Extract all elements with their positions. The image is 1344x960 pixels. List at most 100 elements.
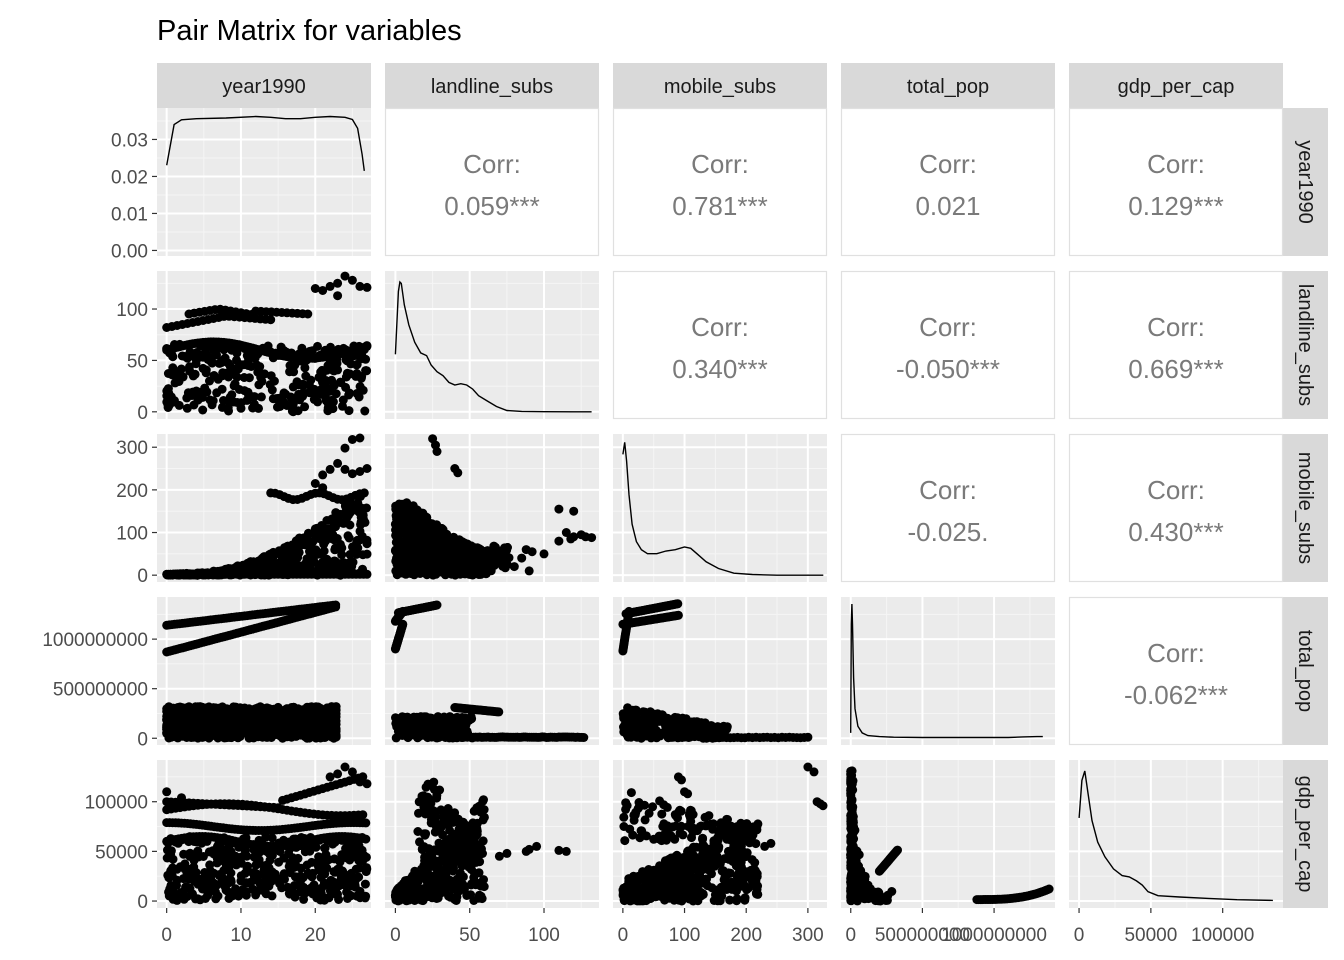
data-point <box>347 561 357 571</box>
data-point <box>453 468 463 478</box>
data-point <box>435 785 445 795</box>
top-strip-label-gdp_per_cap: gdp_per_cap <box>1118 76 1235 98</box>
data-point <box>435 883 445 893</box>
data-point <box>197 874 207 884</box>
data-point <box>479 812 489 822</box>
corr-value: 0.430*** <box>1128 517 1223 547</box>
data-point <box>331 702 341 712</box>
data-point <box>337 550 347 560</box>
data-point <box>283 541 293 551</box>
data-point <box>457 884 467 894</box>
data-point <box>355 281 365 291</box>
data-point <box>302 860 312 870</box>
data-point <box>468 853 478 863</box>
data-point <box>509 562 519 572</box>
data-point <box>268 553 278 563</box>
data-point <box>413 827 423 836</box>
corr-value: -0.025. <box>908 517 989 547</box>
data-point <box>437 567 447 577</box>
data-point <box>243 361 253 370</box>
data-point <box>625 713 634 723</box>
data-point <box>434 871 444 881</box>
data-point <box>340 271 350 281</box>
data-point <box>401 568 411 578</box>
data-point <box>305 562 315 572</box>
data-point <box>421 782 431 792</box>
data-point <box>288 407 298 417</box>
data-point <box>417 791 427 801</box>
data-point <box>338 558 348 567</box>
data-point <box>266 315 276 325</box>
data-point <box>331 723 341 733</box>
data-point <box>309 384 319 394</box>
top-strip-year1990 <box>157 63 371 108</box>
panel-grid: year1990 landline_subs mobile_subs total_po… <box>42 63 1328 946</box>
data-point <box>587 533 597 543</box>
data-point <box>163 403 173 412</box>
data-point <box>343 531 353 541</box>
data-point <box>400 879 410 889</box>
data-point <box>358 534 368 544</box>
data-point <box>418 896 428 906</box>
data-point <box>362 282 372 292</box>
corr-panel-border <box>840 107 1056 257</box>
data-point <box>333 291 343 301</box>
corr-value: 0.129*** <box>1128 191 1223 221</box>
data-point <box>330 361 340 371</box>
data-point <box>322 863 332 873</box>
top-strip-label-landline_subs: landline_subs <box>431 76 553 98</box>
data-point <box>233 364 243 374</box>
data-point <box>166 846 176 856</box>
right-strip-total_pop <box>1283 597 1328 745</box>
data-point <box>399 712 409 722</box>
right-strip-label-year1990: year1990 <box>1294 140 1316 223</box>
data-point <box>325 464 335 474</box>
density-line-mobile_subs <box>622 442 824 576</box>
data-point <box>310 479 320 488</box>
data-point <box>494 707 504 717</box>
data-point <box>400 561 410 571</box>
data-point <box>300 402 310 412</box>
data-point <box>417 541 427 550</box>
data-point <box>267 867 277 877</box>
data-point <box>299 894 309 904</box>
data-point <box>483 546 492 556</box>
data-point <box>236 871 246 881</box>
data-point <box>554 504 564 514</box>
data-point <box>475 552 485 562</box>
data-point <box>266 371 276 381</box>
data-point <box>420 534 430 544</box>
panel-mobile_subs-vs-year1990 <box>157 433 372 582</box>
data-point <box>447 544 456 554</box>
panel-gdp_per_cap-vs-mobile_subs <box>613 760 828 908</box>
data-point <box>390 891 400 901</box>
right-strip-landline_subs <box>1283 271 1328 419</box>
data-point <box>249 852 259 862</box>
data-point <box>206 884 216 894</box>
data-point <box>170 378 180 388</box>
data-point <box>476 891 486 901</box>
data-point <box>182 892 192 901</box>
panel-landline_subs-vs-gdp_per_cap: Corr:0.669*** <box>1068 270 1284 420</box>
corr-value: 0.021 <box>915 191 980 221</box>
panel-gdp_per_cap-vs-landline_subs <box>385 760 599 908</box>
data-point <box>355 467 365 476</box>
data-point <box>335 377 345 387</box>
data-point <box>413 565 423 574</box>
panel-total_pop-vs-total_pop <box>841 597 1055 745</box>
data-point <box>439 731 449 741</box>
data-point <box>444 555 454 565</box>
top-strip-mobile_subs <box>613 63 827 108</box>
data-point <box>244 373 254 383</box>
data-point <box>351 549 361 559</box>
data-point <box>357 851 367 861</box>
corr-panel-border <box>612 270 828 420</box>
data-point <box>205 395 215 405</box>
data-point <box>245 878 255 888</box>
plot-background <box>157 108 371 256</box>
top-strip-landline_subs <box>385 63 599 108</box>
data-point <box>650 712 660 722</box>
data-point <box>344 506 354 516</box>
data-point <box>673 599 683 609</box>
data-point <box>415 555 425 565</box>
